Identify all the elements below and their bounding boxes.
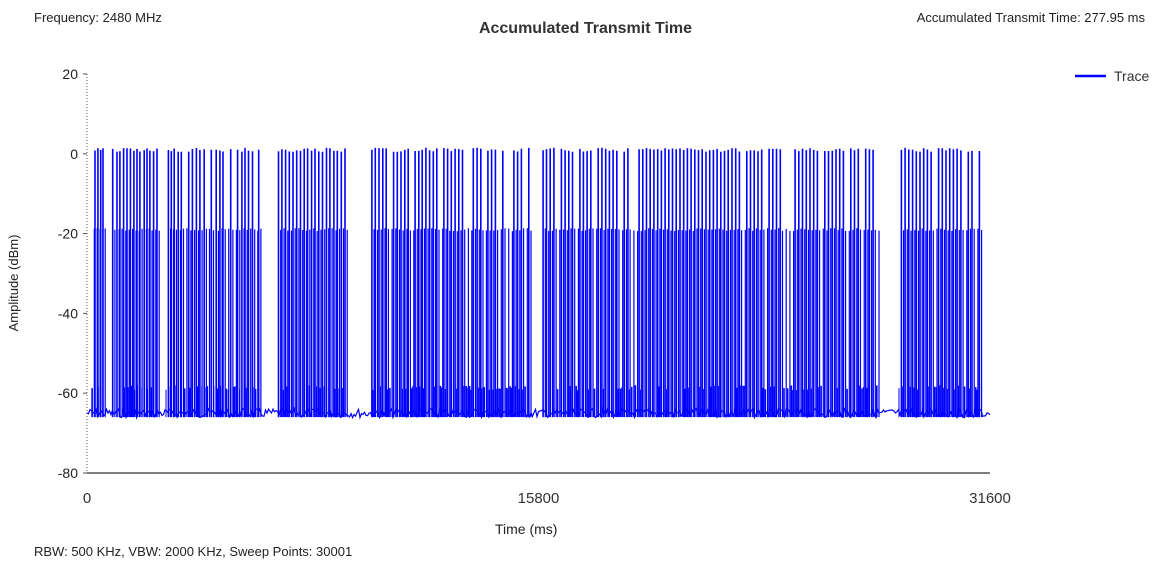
y-tick-label: -60 [58, 385, 78, 401]
chart-legend: Trace [1075, 68, 1149, 84]
y-tick-label: -40 [58, 305, 78, 321]
y-tick-label: 0 [70, 146, 78, 162]
x-tick-label: 31600 [969, 490, 1011, 507]
frequency-label: Frequency: 2480 MHz [34, 10, 162, 25]
x-tick-label: 0 [83, 490, 91, 507]
sweep-settings-label: RBW: 500 KHz, VBW: 2000 KHz, Sweep Point… [34, 544, 353, 559]
accumulated-time-label: Accumulated Transmit Time: 277.95 ms [916, 10, 1145, 25]
y-tick-label: -20 [58, 226, 78, 242]
plot-area [86, 147, 991, 420]
x-axis-label: Time (ms) [495, 521, 558, 537]
x-tick-label: 15800 [518, 490, 560, 507]
legend-trace-label: Trace [1114, 68, 1149, 84]
y-tick-label: -80 [58, 465, 78, 481]
y-axis-label: Amplitude (dBm) [6, 234, 21, 332]
y-tick-label: 20 [62, 66, 78, 82]
axes: 20 0 -20 -40 -60 -80 0 15800 31600 [58, 66, 1011, 507]
chart-title: Accumulated Transmit Time [478, 20, 693, 37]
